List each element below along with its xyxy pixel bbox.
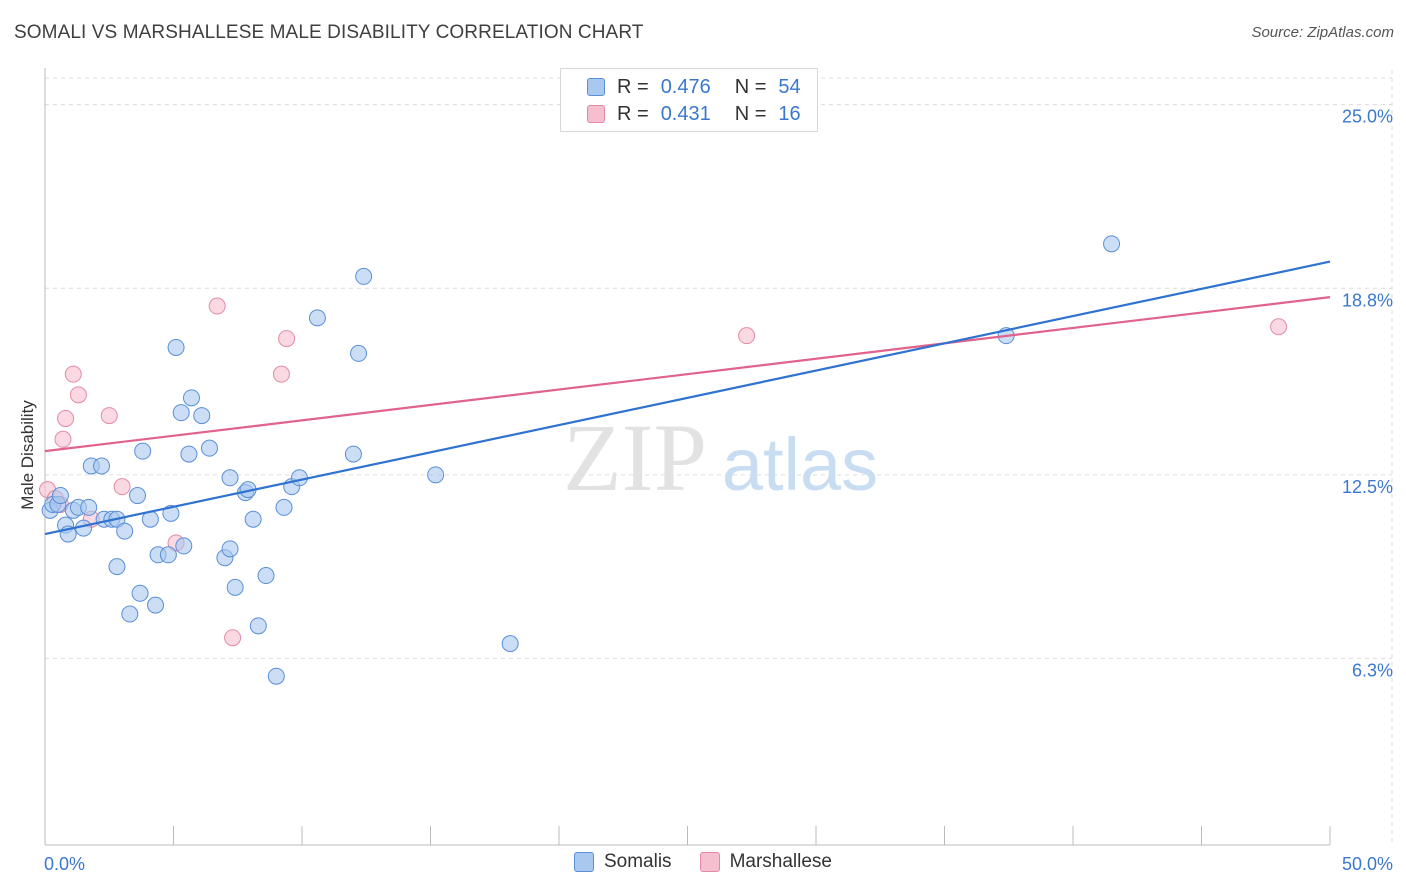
somalis-point — [257, 567, 275, 585]
somalis-point — [244, 510, 262, 528]
y-tick-label: 6.3% — [1352, 660, 1393, 680]
somalis-point — [290, 469, 308, 487]
somalis-point — [116, 522, 134, 540]
somalis-point — [129, 487, 147, 505]
somalis-point — [121, 605, 139, 623]
n-label: N = — [734, 75, 767, 98]
somalis-point — [51, 487, 69, 505]
stats-legend: R = 0.476 N = 54 R = 0.431 N = 16 — [560, 68, 818, 132]
marshallese-point — [272, 365, 290, 383]
somalis-point — [167, 338, 185, 356]
marshallese-point — [54, 430, 72, 448]
legend-row-somalis: R = 0.476 N = 54 — [587, 74, 801, 100]
r-value: 0.431 — [660, 102, 711, 125]
somalis-swatch — [587, 78, 605, 96]
legend-item-marshallese[interactable]: Marshallese — [699, 851, 832, 873]
marshallese-point — [64, 365, 82, 383]
somalis-point — [308, 309, 326, 327]
somalis-point — [93, 457, 111, 475]
somalis-trendline — [44, 260, 1331, 536]
marshallese-swatch — [699, 852, 720, 872]
tick-labels: 6.3% 12.5% 18.8% 25.0% 0.0% 50.0% — [44, 107, 1393, 874]
marshallese-point — [100, 407, 118, 425]
n-value: 16 — [778, 102, 801, 125]
y-tick-label: 18.8% — [1342, 290, 1393, 310]
somalis-point — [172, 404, 190, 422]
marshallese-swatch — [587, 105, 605, 123]
r-label: R = — [617, 102, 649, 125]
x-tick-label: 50.0% — [1342, 854, 1393, 874]
somalis-point — [275, 498, 293, 516]
somalis-point — [131, 584, 149, 602]
somalis-point — [80, 498, 98, 516]
watermark-atlas: atlas — [722, 423, 878, 506]
legend-label-marshallese: Marshallese — [729, 851, 832, 872]
somalis-point — [108, 558, 126, 576]
n-label: N = — [734, 102, 767, 125]
marshallese-point — [69, 386, 87, 404]
marshallese-trendline — [44, 296, 1331, 453]
y-tick-label: 25.0% — [1342, 107, 1393, 127]
somalis-point — [175, 537, 193, 555]
legend-row-marshallese: R = 0.431 N = 16 — [587, 101, 801, 127]
somalis-point — [221, 469, 239, 487]
n-value: 54 — [778, 75, 801, 98]
data-points — [39, 235, 1288, 685]
somalis-point — [200, 439, 218, 457]
marshallese-point — [57, 410, 75, 428]
somalis-point — [226, 578, 244, 596]
legend-item-somalis[interactable]: Somalis — [573, 851, 672, 873]
watermark: ZIP atlas — [563, 404, 878, 511]
chart-source: Source: ZipAtlas.com — [1251, 24, 1394, 41]
somalis-point — [1103, 235, 1121, 253]
grid-lines — [45, 70, 1393, 845]
marshallese-point — [738, 327, 756, 345]
series-legend: Somalis Marshallese — [0, 851, 1406, 873]
r-label: R = — [617, 75, 649, 98]
marshallese-point — [1270, 318, 1288, 336]
somalis-point — [180, 445, 198, 463]
legend-label-somalis: Somalis — [603, 851, 672, 872]
somalis-point — [427, 466, 445, 484]
marshallese-point — [278, 330, 296, 348]
somalis-swatch — [573, 852, 594, 872]
marshallese-point — [208, 297, 226, 315]
r-value: 0.476 — [660, 75, 711, 98]
y-tick-label: 12.5% — [1342, 477, 1393, 497]
somalis-point — [501, 635, 519, 653]
somalis-point — [249, 617, 267, 635]
somalis-point — [355, 267, 373, 285]
somalis-point — [159, 546, 177, 564]
x-tick-label: 0.0% — [44, 854, 85, 874]
somalis-point — [182, 389, 200, 407]
chart-title: SOMALI VS MARSHALLESE MALE DISABILITY CO… — [14, 22, 644, 43]
somalis-point — [193, 407, 211, 425]
somalis-point — [134, 442, 152, 460]
marshallese-point — [113, 478, 131, 496]
watermark-zip: ZIP — [563, 404, 707, 511]
somalis-point — [344, 445, 362, 463]
marshallese-point — [224, 629, 242, 647]
axes — [44, 68, 1331, 846]
somalis-point — [147, 596, 165, 614]
somalis-point — [350, 344, 368, 362]
somalis-point — [267, 667, 285, 685]
trend-lines — [44, 260, 1331, 536]
somalis-point — [221, 540, 239, 558]
